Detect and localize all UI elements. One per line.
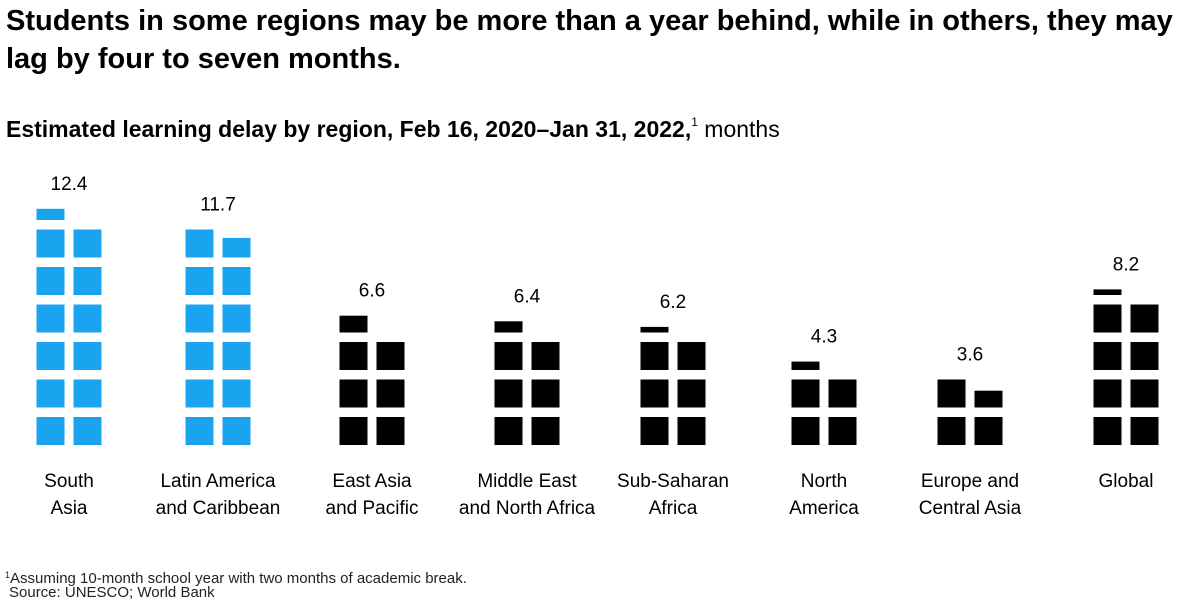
bar-unit-square — [222, 342, 251, 370]
bar-value-label: 8.2 — [1113, 254, 1139, 275]
footnote-text: Assuming 10-month school year with two m… — [10, 570, 467, 587]
bar-unit-square — [791, 379, 820, 408]
bar-unit-square — [73, 342, 102, 370]
category-label: and Pacific — [326, 498, 419, 519]
bar-unit-square — [494, 417, 523, 445]
bar-partial-square — [36, 208, 65, 220]
bar-unit-square — [36, 304, 65, 333]
bar-unit-square — [677, 379, 706, 408]
bar-unit-square — [494, 342, 523, 370]
category-label: Africa — [649, 498, 698, 519]
bar-unit-square — [376, 417, 405, 445]
bar-unit-square — [376, 379, 405, 408]
bar-unit-square — [73, 379, 102, 408]
bar-unit-square — [1093, 342, 1122, 370]
category-label: and Caribbean — [156, 498, 281, 519]
bar-unit-square — [185, 342, 214, 370]
bar-unit-square — [339, 417, 368, 445]
bar-unit-square — [222, 379, 251, 408]
bar-unit-square — [937, 417, 966, 445]
bar-partial-square — [640, 326, 669, 333]
subtitle-main: Estimated learning delay by region, Feb … — [6, 116, 692, 142]
bar-partial-square — [222, 237, 251, 258]
bar-unit-square — [974, 417, 1003, 445]
footnote-marker: 1 — [5, 570, 11, 580]
bar-unit-square — [222, 304, 251, 333]
bar-unit-square — [73, 229, 102, 258]
category-label: Central Asia — [919, 498, 1022, 519]
bar-unit-square — [376, 342, 405, 370]
bar-unit-square — [494, 379, 523, 408]
bar-unit-square — [1093, 379, 1122, 408]
bar-unit-square — [73, 417, 102, 445]
source-note: Source: UNESCO; World Bank — [9, 584, 215, 601]
bar-unit-square — [73, 304, 102, 333]
bar-partial-square — [1093, 289, 1122, 295]
bar-unit-square — [185, 417, 214, 445]
bar-partial-square — [791, 361, 820, 370]
category-label: Global — [1099, 471, 1154, 492]
bar-partial-square — [339, 315, 368, 333]
bar-unit-square — [36, 417, 65, 445]
category-label: East Asia — [332, 471, 412, 492]
bar-value-label: 6.6 — [359, 281, 385, 302]
bar-unit-square — [677, 342, 706, 370]
bar-unit-square — [531, 379, 560, 408]
bar-unit-square — [36, 379, 65, 408]
bar-unit-square — [1130, 342, 1159, 370]
bar-unit-square — [36, 342, 65, 370]
bar-unit-square — [1130, 304, 1159, 333]
subtitle-unit: months — [704, 116, 780, 142]
bar-partial-square — [185, 229, 214, 258]
bar-unit-square — [531, 342, 560, 370]
bar-unit-square — [1130, 417, 1159, 445]
bar-unit-square — [1130, 379, 1159, 408]
bar-unit-square — [185, 267, 214, 295]
chart-headline: Students in some regions may be more tha… — [6, 5, 1173, 75]
category-label: North — [801, 471, 847, 492]
bar-unit-square — [1093, 417, 1122, 445]
bar-unit-square — [1093, 304, 1122, 333]
category-label: Sub-Saharan — [617, 471, 729, 492]
bar-partial-square — [494, 321, 523, 333]
category-label: Europe and — [921, 471, 1019, 492]
bar-value-label: 6.2 — [660, 292, 686, 313]
subtitle-footnote-marker: 1 — [691, 115, 698, 129]
bar-partial-square — [974, 390, 1003, 408]
bar-unit-square — [828, 379, 857, 408]
category-label: Middle East — [477, 471, 577, 492]
bar-value-label: 6.4 — [514, 286, 541, 307]
category-label: South — [44, 471, 94, 492]
bar-unit-square — [640, 342, 669, 370]
bar-value-label: 12.4 — [51, 174, 88, 195]
bar-unit-square — [36, 229, 65, 258]
footnote: 1Assuming 10-month school year with two … — [5, 566, 467, 588]
bar-value-label: 4.3 — [811, 327, 837, 348]
bar-unit-square — [222, 267, 251, 295]
category-label: Latin America — [160, 471, 276, 492]
bar-value-label: 3.6 — [957, 345, 983, 366]
chart-subtitle: Estimated learning delay by region, Feb … — [6, 107, 780, 144]
category-label: and North Africa — [459, 498, 596, 519]
bar-unit-square — [185, 304, 214, 333]
bar-unit-square — [531, 417, 560, 445]
category-label: America — [789, 498, 859, 519]
bar-unit-square — [828, 417, 857, 445]
bar-unit-square — [185, 379, 214, 408]
bar-unit-square — [222, 417, 251, 445]
bar-unit-square — [640, 379, 669, 408]
bar-value-label: 11.7 — [200, 195, 236, 216]
bar-unit-square — [339, 342, 368, 370]
category-label: Asia — [51, 498, 88, 519]
bar-unit-square — [640, 417, 669, 445]
bar-unit-square — [677, 417, 706, 445]
bar-unit-square — [791, 417, 820, 445]
bar-unit-square — [36, 267, 65, 295]
bar-unit-square — [339, 379, 368, 408]
bar-unit-square — [73, 267, 102, 295]
bar-partial-square — [937, 379, 966, 408]
